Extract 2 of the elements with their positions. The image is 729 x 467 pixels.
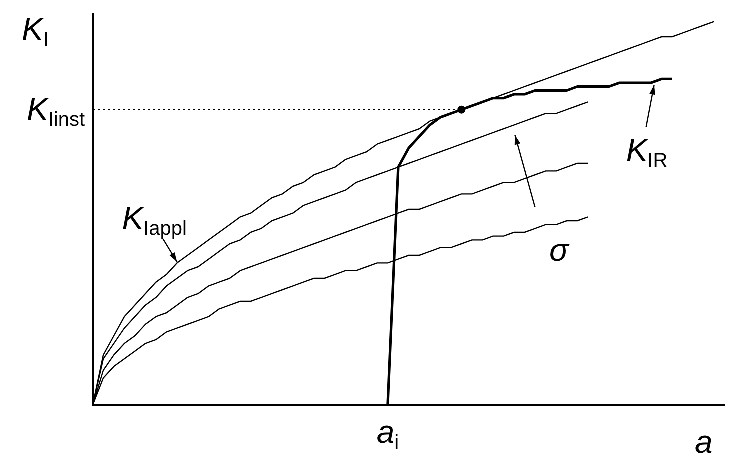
x-axis-title: a [695,424,713,460]
annotation: σ [550,232,571,268]
